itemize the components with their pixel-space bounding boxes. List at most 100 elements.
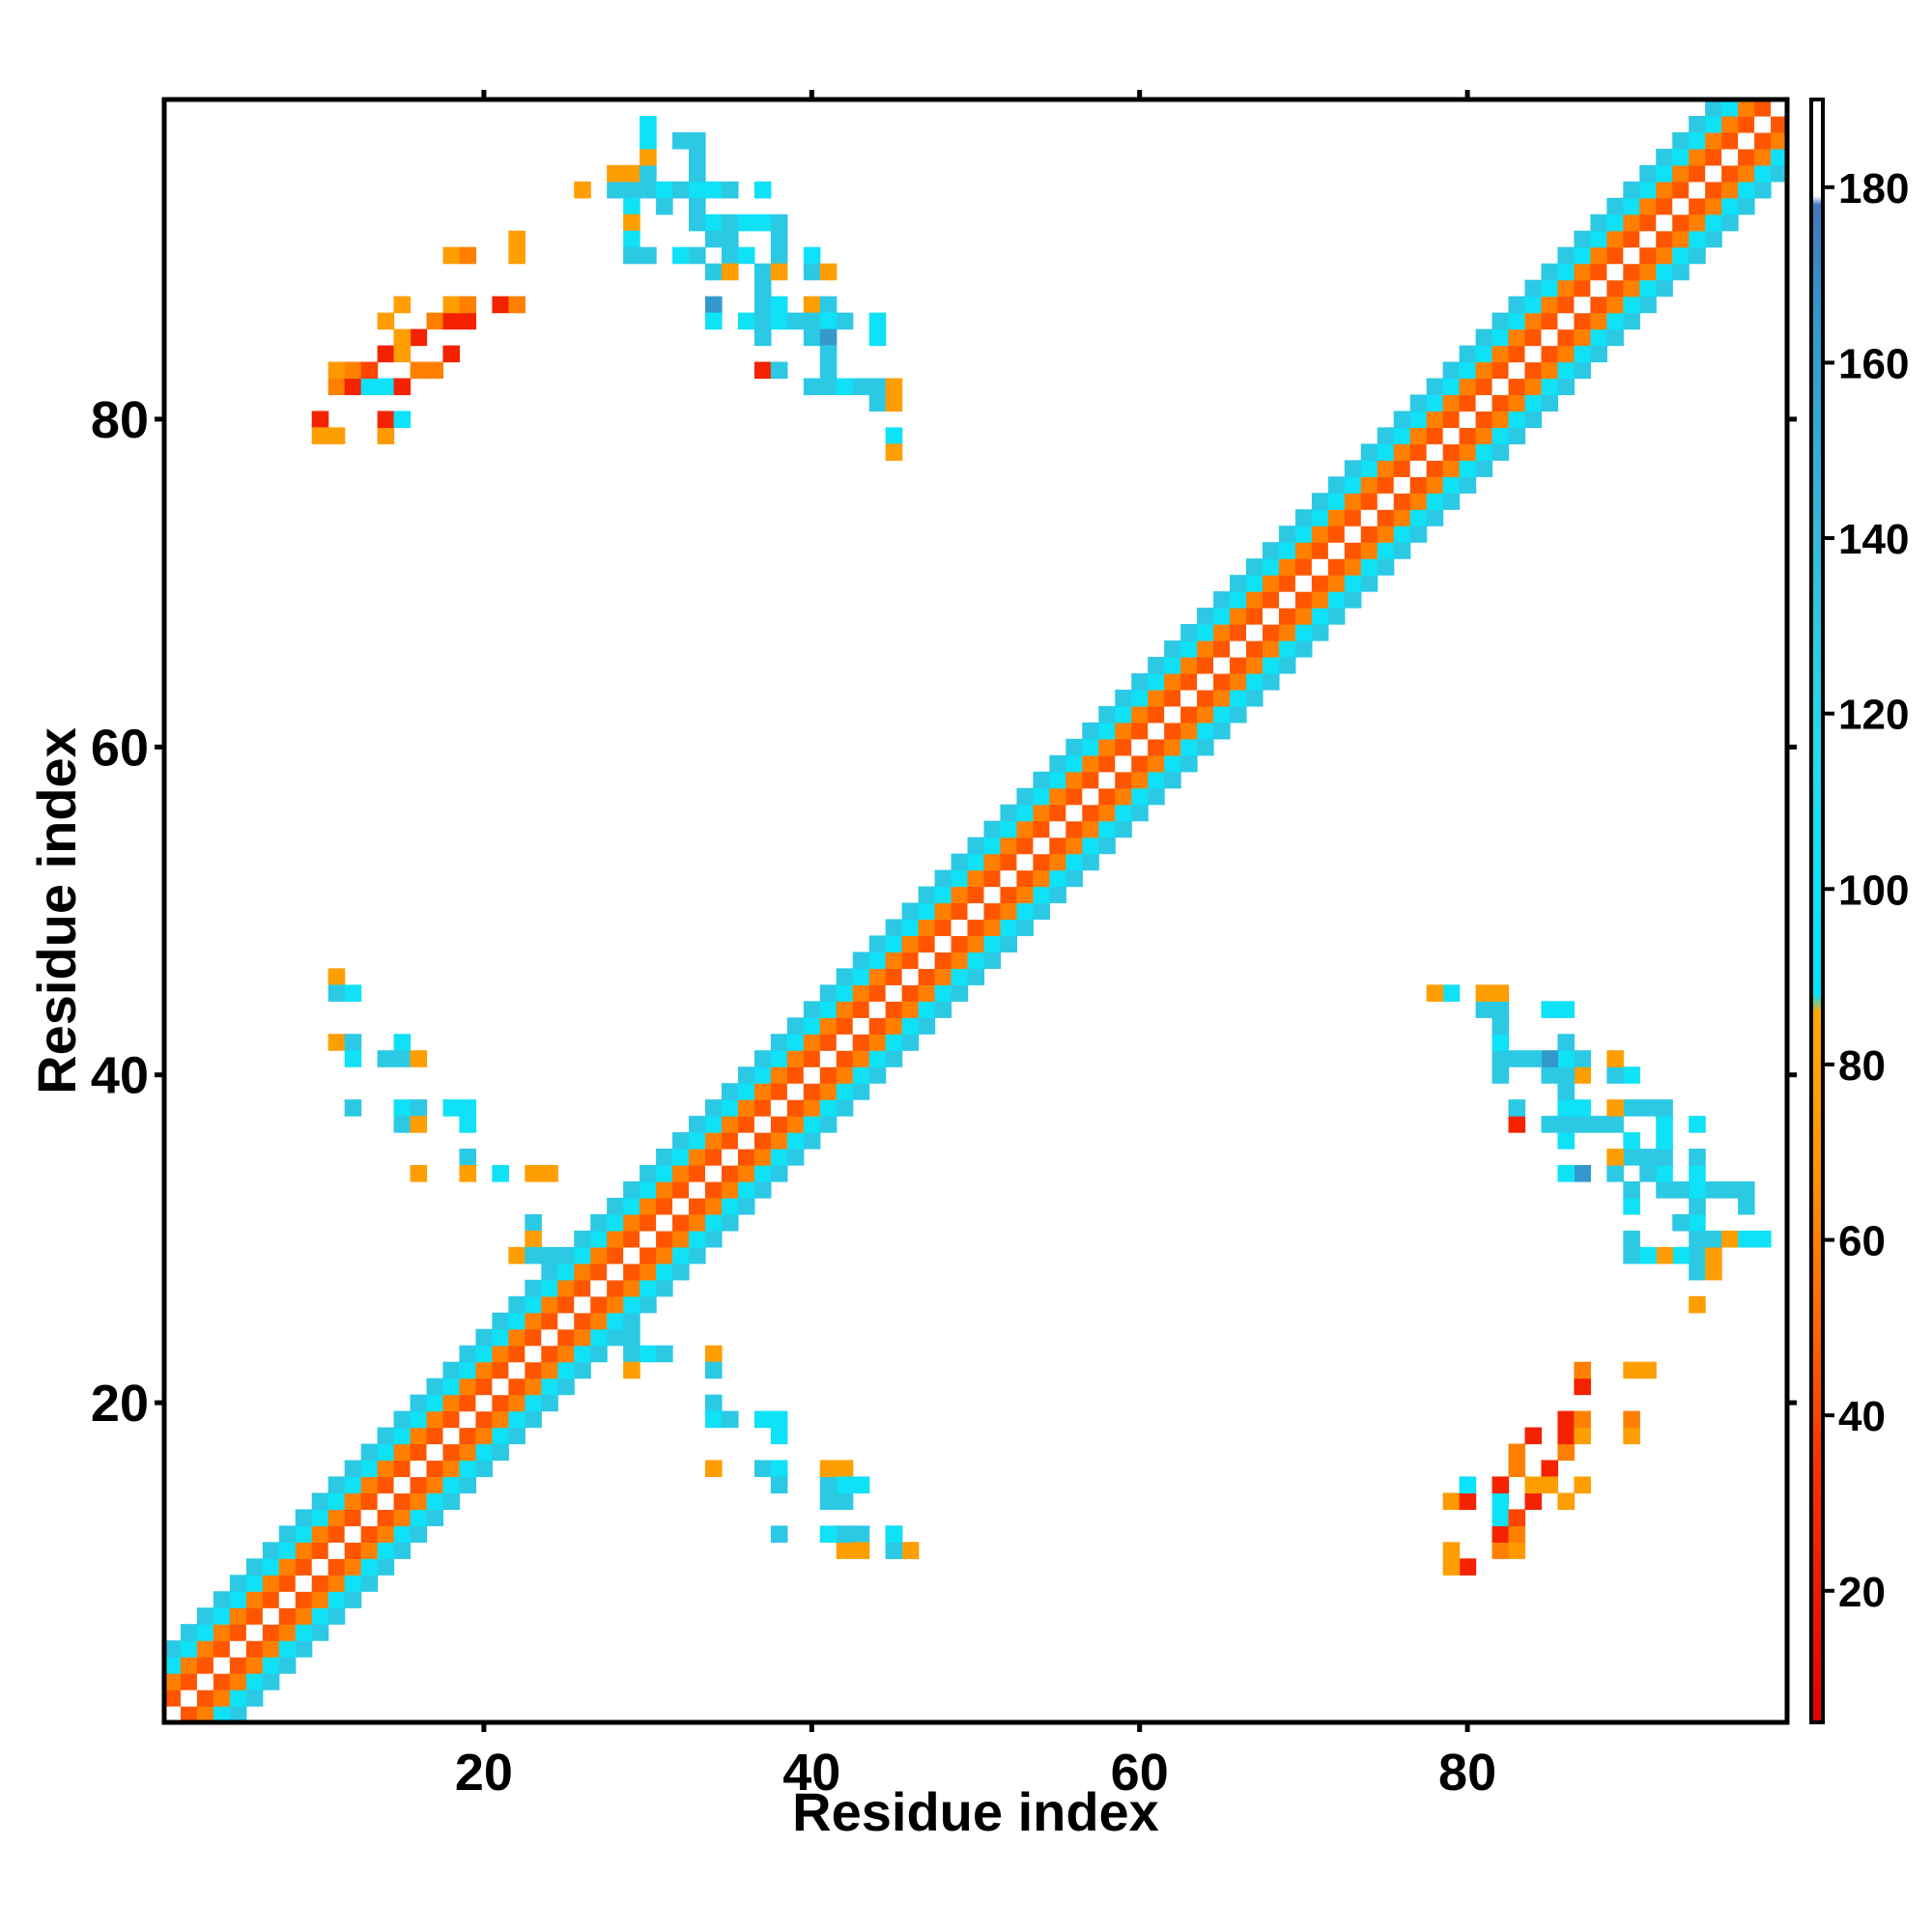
heatmap-cell: [459, 246, 477, 265]
heatmap-cell: [1656, 1181, 1673, 1199]
heatmap-cell: [705, 263, 723, 281]
heatmap-cell: [1082, 787, 1099, 806]
heatmap-cell: [442, 1427, 461, 1445]
heatmap-cell: [1016, 869, 1034, 888]
heatmap-cell: [1590, 213, 1607, 232]
heatmap-cell: [1393, 493, 1411, 510]
heatmap-cell: [1574, 361, 1591, 380]
heatmap-cell: [885, 1050, 903, 1067]
heatmap-cell: [377, 411, 395, 428]
heatmap-cell: [1721, 197, 1739, 215]
heatmap-cell: [1098, 738, 1116, 756]
heatmap-cell: [1639, 263, 1657, 281]
heatmap-cell: [1492, 1066, 1510, 1084]
heatmap-cell: [1278, 640, 1296, 658]
heatmap-cell: [164, 1673, 182, 1690]
heatmap-cell: [918, 935, 936, 953]
heatmap-cell: [672, 246, 690, 265]
heatmap-cell: [459, 1443, 477, 1462]
heatmap-cell: [1672, 230, 1690, 248]
heatmap-cell: [983, 853, 1002, 871]
heatmap-cell: [574, 181, 591, 199]
heatmap-cell: [327, 968, 346, 985]
heatmap-cell: [1656, 1149, 1673, 1166]
heatmap-cell: [541, 1378, 558, 1396]
heatmap-cell: [1278, 608, 1296, 625]
heatmap-cell: [1524, 279, 1543, 298]
heatmap-cell: [1180, 754, 1198, 773]
heatmap-cell: [1230, 672, 1247, 691]
heatmap-cell: [753, 1050, 772, 1067]
heatmap-cell: [1344, 526, 1362, 543]
heatmap-cell: [344, 1476, 362, 1494]
heatmap-cell: [1606, 1165, 1624, 1182]
heatmap-cell: [1475, 443, 1493, 461]
heatmap-cell: [1656, 213, 1673, 232]
heatmap-cell: [327, 1542, 346, 1559]
heatmap-cell: [1082, 722, 1099, 740]
heatmap-cell: [541, 1295, 558, 1314]
heatmap-cell: [1000, 886, 1018, 904]
heatmap-cell: [1459, 460, 1477, 477]
heatmap-cell: [525, 1312, 542, 1330]
heatmap-cell: [278, 1657, 297, 1674]
heatmap-cell: [1738, 164, 1755, 183]
heatmap-cell: [1672, 1213, 1690, 1232]
heatmap-cell: [803, 1017, 821, 1035]
heatmap-cell: [1115, 771, 1132, 789]
heatmap-cell: [852, 1017, 870, 1035]
heatmap-cell: [262, 1640, 280, 1658]
heatmap-cell: [1082, 820, 1099, 838]
heatmap-cell: [1508, 328, 1526, 347]
heatmap-cell: [1574, 328, 1591, 347]
heatmap-cell: [1557, 1132, 1575, 1150]
heatmap-cell: [770, 1410, 788, 1429]
heatmap-cell: [901, 968, 920, 985]
heatmap-cell: [508, 1312, 526, 1330]
heatmap-cell: [1213, 624, 1231, 641]
heatmap-cell: [753, 1116, 772, 1133]
heatmap-cell: [1557, 296, 1575, 314]
heatmap-cell: [1672, 1246, 1690, 1264]
heatmap-cell: [1164, 722, 1181, 740]
heatmap-cell: [689, 1213, 706, 1232]
heatmap-cell: [836, 1525, 854, 1543]
heatmap-cell: [1262, 558, 1280, 576]
heatmap-cell: [1442, 394, 1461, 412]
heatmap-cell: [278, 1591, 297, 1608]
heatmap-cell: [623, 1246, 640, 1264]
heatmap-cell: [1197, 738, 1214, 756]
heatmap-cell: [311, 1492, 329, 1510]
heatmap-cell: [1639, 230, 1657, 248]
y-tick-label: 20: [91, 1375, 149, 1433]
heatmap-cell: [1738, 131, 1755, 150]
heatmap-cell: [525, 1410, 542, 1429]
heatmap-cell: [836, 1083, 854, 1100]
heatmap-cell: [475, 1378, 493, 1396]
heatmap-cell: [442, 1443, 461, 1462]
heatmap-cell: [770, 246, 788, 265]
heatmap-cell: [295, 1607, 313, 1625]
heatmap-cell: [623, 1197, 640, 1215]
heatmap-cell: [852, 1050, 870, 1067]
heatmap-cell: [1623, 1066, 1640, 1084]
heatmap-cell: [705, 1230, 723, 1248]
heatmap-cell: [1459, 394, 1477, 412]
heatmap-cell: [836, 1017, 854, 1035]
heatmap-cell: [393, 1525, 412, 1543]
heatmap-cell: [623, 164, 640, 183]
heatmap-cell: [1721, 99, 1739, 117]
heatmap-cell: [753, 361, 772, 380]
heatmap-cell: [983, 919, 1002, 937]
heatmap-cell: [705, 1361, 723, 1379]
heatmap-cell: [1623, 246, 1640, 265]
heatmap-cell: [1754, 148, 1772, 166]
heatmap-cell: [1508, 1099, 1526, 1117]
heatmap-cell: [393, 411, 412, 428]
heatmap-cell: [1164, 656, 1181, 674]
heatmap-cell: [393, 1410, 412, 1429]
heatmap-cell: [410, 1050, 428, 1067]
heatmap-cell: [1606, 197, 1624, 215]
heatmap-cell: [1656, 263, 1673, 281]
heatmap-cell: [786, 1066, 805, 1084]
